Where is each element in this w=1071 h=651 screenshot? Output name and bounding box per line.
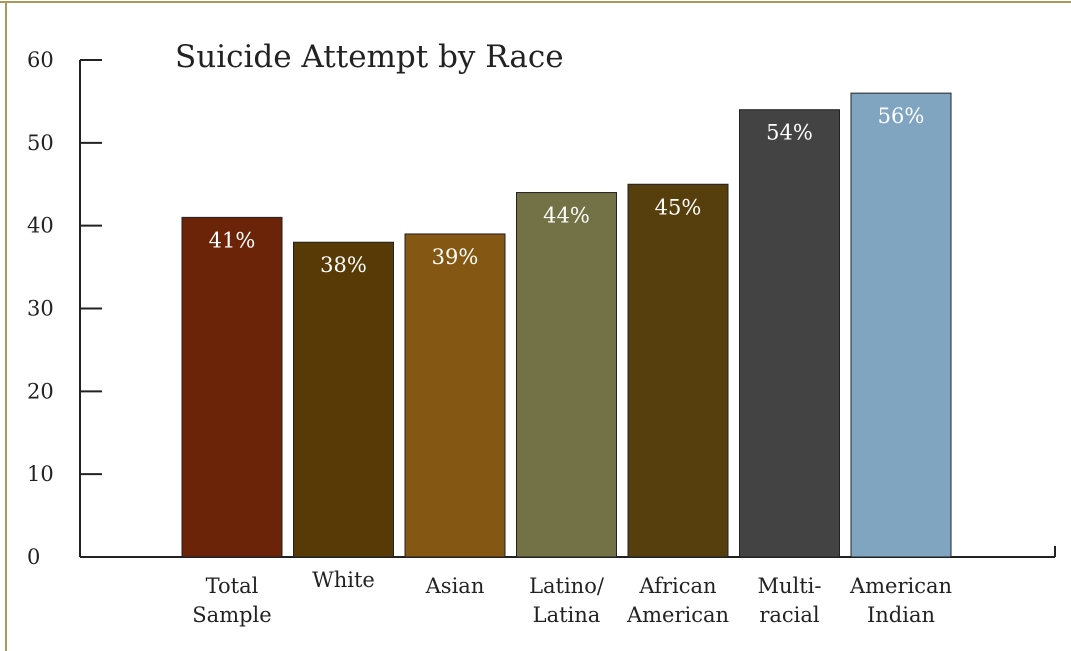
- x-tick-label: Latina: [533, 603, 601, 627]
- y-tick-label: 10: [27, 462, 54, 486]
- data-label: 56%: [878, 104, 925, 128]
- bar: [404, 233, 506, 558]
- x-tick-label: Sample: [192, 603, 271, 627]
- bar: [181, 216, 283, 558]
- category-labels: Total Sample White Asian Latino/Latina Africa…: [192, 568, 952, 627]
- y-tick-label: 60: [27, 48, 54, 72]
- bar: [516, 192, 617, 558]
- bar: [627, 183, 729, 558]
- data-label: 54%: [766, 121, 813, 145]
- bar: [850, 92, 952, 558]
- data-label: 39%: [432, 245, 479, 269]
- y-axis: 0 10 20 30 40 50 60: [27, 48, 102, 569]
- x-tick-label: Total: [206, 574, 259, 598]
- x-tick-label: African: [638, 574, 716, 598]
- x-tick-label: American: [626, 603, 729, 627]
- data-label: 44%: [543, 204, 590, 228]
- y-tick-label: 0: [27, 545, 40, 569]
- data-label: 38%: [320, 253, 367, 277]
- x-tick-label: Latino/: [529, 574, 605, 598]
- y-tick-label: 20: [27, 379, 54, 403]
- bars: [181, 92, 952, 558]
- x-tick-label: White: [312, 568, 375, 592]
- x-tick-label: Indian: [867, 603, 935, 627]
- x-tick-label: American: [849, 574, 952, 598]
- bar: [739, 109, 840, 558]
- data-label: 45%: [655, 195, 702, 219]
- x-tick-label: Multi-: [758, 574, 822, 598]
- y-tick-label: 50: [27, 131, 54, 155]
- data-label: 41%: [209, 228, 256, 252]
- x-tick-label: racial: [759, 603, 820, 627]
- data-labels: 41% 38% 39% 44% 45% 54% 56%: [209, 104, 925, 277]
- y-tick-label: 30: [27, 297, 54, 321]
- chart-title: Suicide Attempt by Race: [175, 39, 564, 75]
- bar: [293, 241, 394, 558]
- y-tick-label: 40: [27, 214, 54, 238]
- x-tick-label: Asian: [425, 574, 485, 598]
